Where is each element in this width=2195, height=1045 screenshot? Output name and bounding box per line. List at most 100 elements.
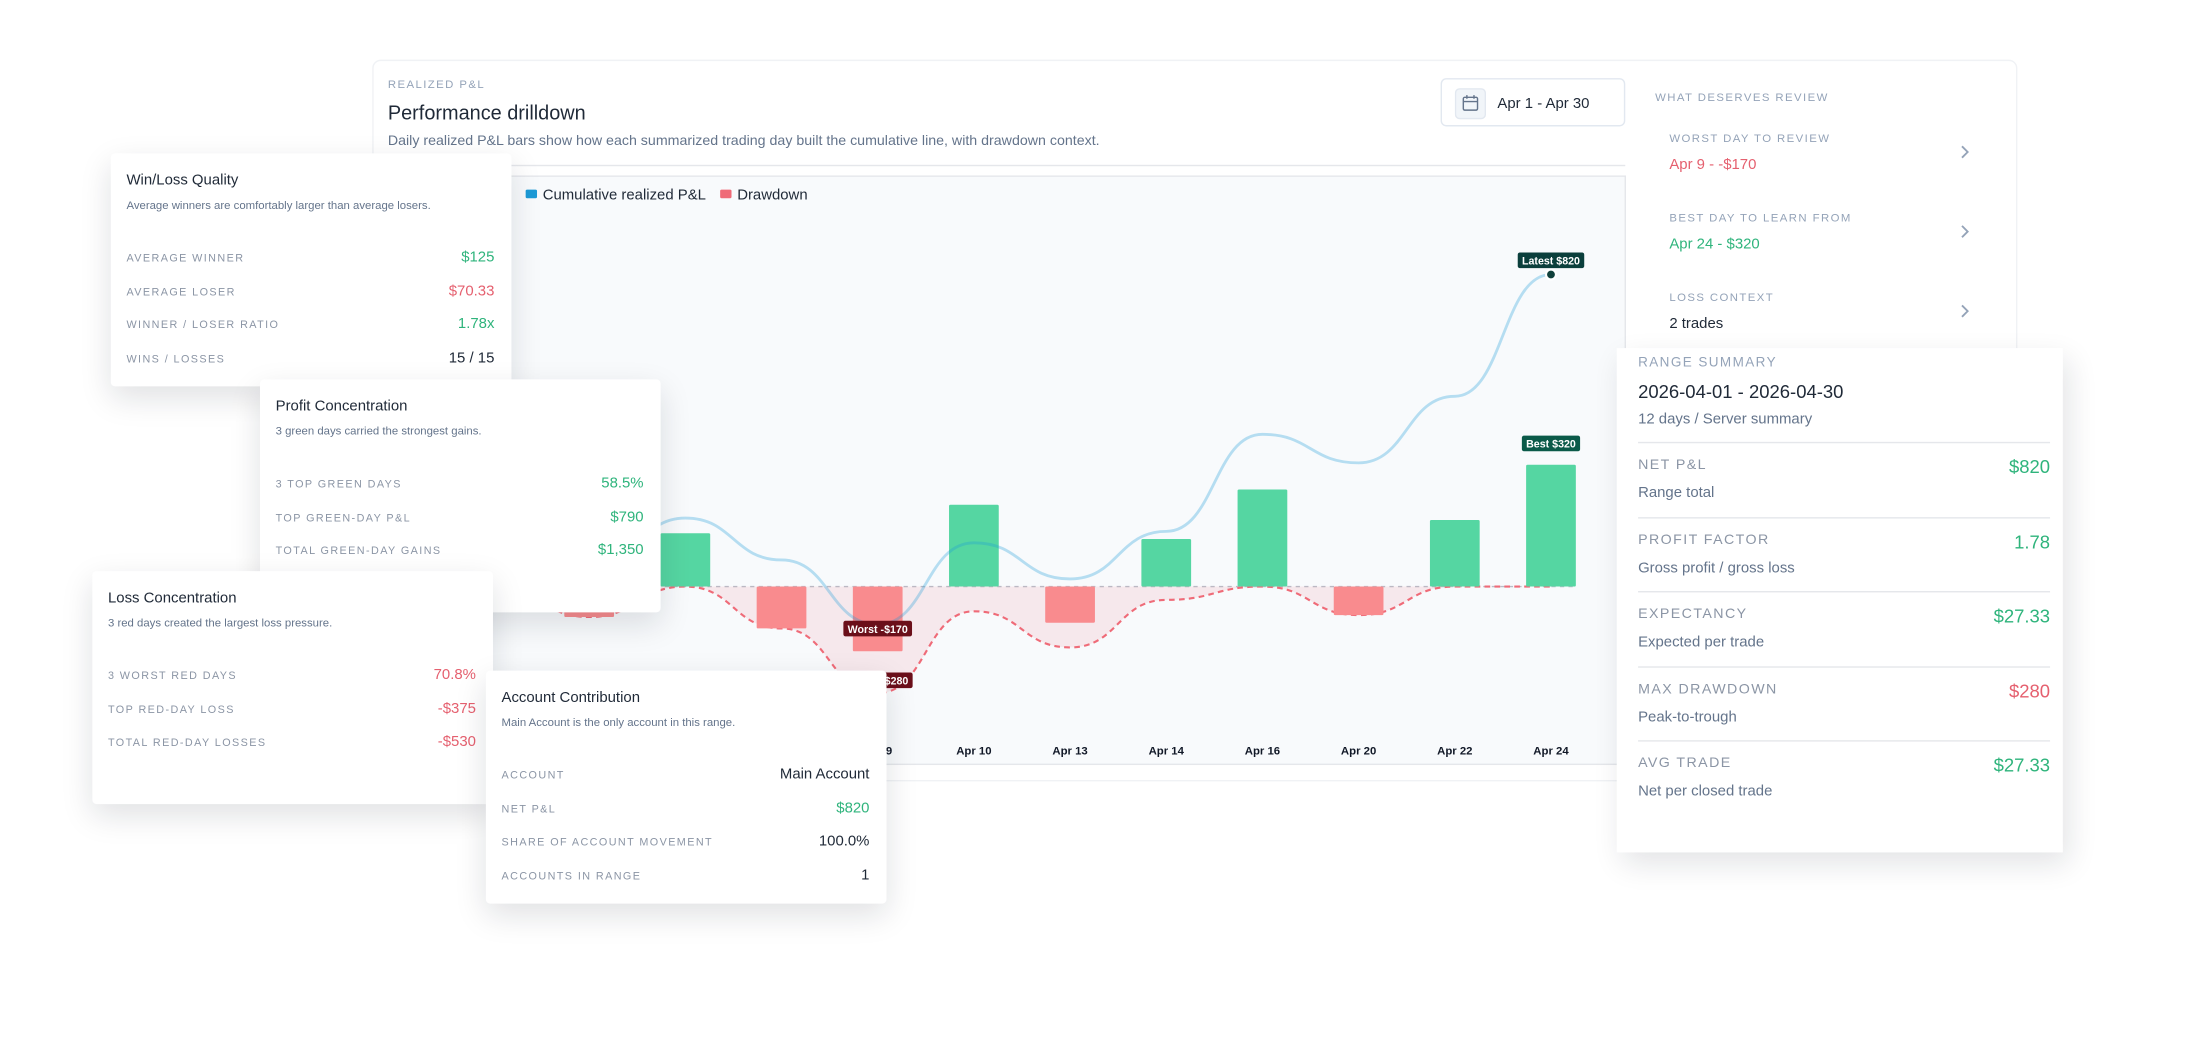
summary-label: AVG TRADE: [1638, 755, 1732, 772]
range-summary: RANGE SUMMARY 2026-04-01 - 2026-04-30 12…: [1616, 348, 2063, 853]
summary-row: MAX DRAWDOWN $280 Peak-to-trough: [1638, 665, 2051, 741]
card-value: 70.8%: [433, 666, 476, 684]
review-value: 2 trades: [1669, 315, 1724, 333]
card-description: 3 red days created the largest loss pres…: [107, 616, 333, 630]
review-title: WHAT DESERVES REVIEW: [1655, 90, 1829, 104]
summary-sublabel: Range total: [1638, 484, 1715, 502]
divider: [387, 164, 1626, 167]
annotation-label: Worst -$170: [848, 624, 908, 636]
card-label: ACCOUNT: [501, 768, 565, 782]
card-value: $1,350: [597, 541, 644, 559]
summary-value: $280: [2008, 679, 2051, 702]
card-description: Main Account is the only account in this…: [501, 716, 736, 729]
card-value: Main Account: [779, 765, 870, 783]
summary-sublabel: Net per closed trade: [1638, 782, 1773, 800]
review-item[interactable]: WORST DAY TO REVIEW Apr 9 - -$170: [1638, 125, 2014, 196]
card-title: Profit Concentration: [275, 397, 408, 415]
pnl-bar: [1141, 538, 1192, 587]
annotation-label: Latest $820: [1522, 256, 1580, 268]
summary-sublabel: Gross profit / gross loss: [1638, 559, 1795, 577]
annotation-tag: [1521, 435, 1581, 452]
card-value: $820: [836, 799, 870, 817]
legend-swatch: [720, 189, 732, 199]
x-tick-label: Apr 24: [1533, 745, 1569, 757]
review-label: LOSS CONTEXT: [1669, 291, 1775, 305]
legend-label: Cumulative realized P&L: [543, 188, 706, 204]
x-tick-label: Apr 13: [1052, 745, 1087, 757]
metric-card: Account Contribution Main Account is the …: [485, 670, 887, 904]
summary-row: NET P&L $820 Range total: [1638, 441, 2051, 517]
card-title: Win/Loss Quality: [126, 171, 239, 189]
summary-row: AVG TRADE $27.33 Net per closed trade: [1638, 740, 2051, 815]
card-value: 15 / 15: [448, 349, 495, 367]
chevron: [1961, 145, 1969, 159]
summary-label: MAX DRAWDOWN: [1638, 681, 1778, 697]
card-label: TOTAL RED-DAY LOSSES: [107, 736, 267, 750]
x-tick-label: Apr 16: [1245, 745, 1280, 757]
pnl-bar: [1333, 586, 1384, 616]
date-range: Apr 1 - Apr 30: [1497, 95, 1590, 113]
summary-label: NET P&L: [1638, 457, 1707, 474]
summary-value: $820: [2008, 456, 2051, 478]
summary-value: $27.33: [1993, 754, 2051, 776]
review-item[interactable]: LOSS CONTEXT 2 trades: [1638, 284, 2014, 355]
annotation-tag: [1517, 252, 1585, 269]
x-tick-label: Apr 14: [1149, 745, 1185, 757]
drawdown-line: [492, 585, 1551, 695]
date-range-button[interactable]: Apr 1 - Apr 30: [1440, 78, 1626, 127]
card-title: Account Contribution: [501, 689, 641, 707]
x-tick-label: Apr 10: [956, 745, 991, 757]
card-value: $70.33: [448, 282, 495, 300]
summary-value: $27.33: [1993, 605, 2051, 627]
card-value: 58.5%: [601, 474, 644, 492]
card-label: SHARE OF ACCOUNT MOVEMENT: [501, 835, 714, 849]
card-value: -$375: [437, 699, 476, 718]
x-tick-label: Apr 20: [1341, 745, 1376, 757]
summary-row: PROFIT FACTOR 1.78 Gross profit / gross lo…: [1638, 516, 2051, 591]
card-label: ACCOUNTS IN RANGE: [501, 869, 642, 883]
chevron: [1961, 225, 1969, 238]
pnl-bar: [1045, 586, 1095, 623]
card-label: WINS / LOSSES: [126, 352, 226, 366]
panel-subtitle: Daily realized P&L bars show how each su…: [387, 133, 1100, 150]
summary-eyebrow: RANGE SUMMARY: [1638, 355, 1778, 371]
panel-eyebrow: REALIZED P&L: [387, 78, 486, 91]
review-label: BEST DAY TO LEARN FROM: [1669, 211, 1852, 225]
calendar-icon: [1454, 88, 1487, 120]
x-tick-label: Apr 22: [1437, 745, 1472, 757]
cumulative-line: [492, 273, 1552, 627]
pnl-bar: [756, 586, 807, 629]
summary-label: PROFIT FACTOR: [1638, 532, 1770, 548]
summary-sublabel: Peak-to-trough: [1638, 708, 1737, 726]
metric-card: Loss Concentration 3 red days created the…: [92, 571, 493, 805]
card-label: TOP RED-DAY LOSS: [107, 702, 235, 716]
card-label: TOTAL GREEN-DAY GAINS: [275, 544, 442, 558]
summary-row: EXPECTANCY $27.33 Expected per trade: [1638, 591, 2051, 666]
summary-value: 1.78: [2014, 530, 2051, 552]
card-label: 3 WORST RED DAYS: [107, 669, 238, 682]
annotation-tag: [843, 620, 913, 637]
summary-subtitle: 12 days / Server summary: [1638, 410, 1813, 428]
review-label: WORST DAY TO REVIEW: [1669, 132, 1831, 145]
card-value: -$530: [437, 733, 476, 751]
card-value: $125: [461, 248, 495, 266]
pnl-bar: [1526, 464, 1576, 587]
card-value: 100.0%: [818, 833, 870, 851]
card-label: WINNER / LOSER RATIO: [126, 318, 280, 332]
card-description: 3 green days carried the strongest gains…: [275, 424, 482, 438]
card-label: TOP GREEN-DAY P&L: [275, 511, 412, 524]
pnl-bar: [1237, 489, 1288, 587]
panel-title: Performance drilldown: [387, 100, 586, 124]
card-label: AVERAGE LOSER: [126, 285, 236, 298]
card-label: NET P&L: [501, 802, 557, 816]
review-item[interactable]: BEST DAY TO LEARN FROM Apr 24 - $320: [1638, 205, 2014, 276]
card-value: 1.78x: [457, 315, 495, 333]
summary-sublabel: Expected per trade: [1638, 633, 1765, 651]
annotation-label: -$280: [881, 676, 908, 688]
pnl-bar: [660, 533, 711, 587]
card-title: Loss Concentration: [107, 589, 237, 607]
pnl-bar: [1429, 519, 1480, 587]
card-value: $790: [610, 508, 644, 526]
card-label: 3 TOP GREEN DAYS: [275, 477, 402, 491]
